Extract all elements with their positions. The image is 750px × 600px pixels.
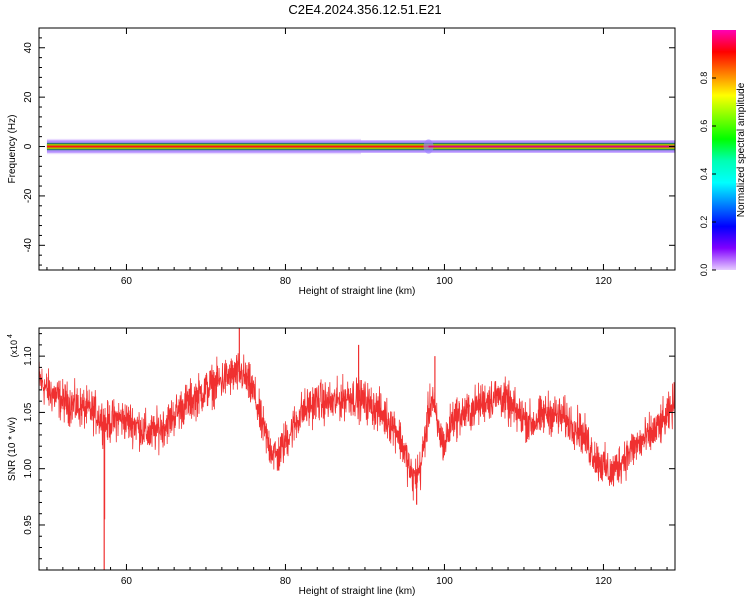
spectrogram-y-label: Frequency (Hz) (7, 115, 18, 184)
colorbar-ticks: 0.0 0.2 0.4 0.6 0.8 (699, 72, 716, 277)
snr-x-tick-label: 100 (436, 576, 453, 587)
snr-x-ticks: 60 80 100 120 (46, 328, 668, 587)
spectrogram-x-tick-label: 60 (121, 276, 133, 287)
spectrogram-x-label: Height of straight line (km) (299, 286, 416, 297)
colorbar-tick-label: 0.2 (699, 216, 709, 229)
snr-y-tick-label: 0.95 (23, 515, 34, 535)
colorbar-gradient (712, 30, 736, 270)
snr-x-tick-label: 60 (121, 576, 133, 587)
snr-panel: 60 80 100 120 0.95 1.00 1.05 1.10 Height of st… (7, 327, 676, 597)
spectral-band (46, 138, 675, 155)
spectrogram-y-ticks: -40 -20 0 20 40 (23, 37, 675, 266)
spectrogram-y-tick-label: -20 (23, 188, 34, 203)
snr-y-label: SNR (10 * v/v) (7, 417, 18, 481)
colorbar-tick-label: 0.4 (699, 168, 709, 181)
snr-y-tick-label: 1.10 (23, 346, 34, 366)
spectrogram-y-tick-label: 20 (23, 91, 34, 103)
snr-y-ticks: 0.95 1.00 1.05 1.10 (23, 333, 675, 560)
spectrogram-x-ticks: 60 80 100 120 (46, 28, 668, 287)
snr-series-line (39, 353, 675, 501)
snr-spikes (103, 328, 436, 570)
chart-title: C2E4.2024.356.12.51.E21 (288, 2, 441, 17)
band-core-right (428, 145, 675, 148)
snr-y-tick-label: 1.00 (23, 459, 34, 479)
colorbar-tick-label: 0.8 (699, 72, 709, 85)
snr-y-unit-exp: 4 (7, 334, 14, 338)
spectrogram-x-tick-label: 80 (280, 276, 292, 287)
spectrogram-y-tick-label: -40 (23, 238, 34, 253)
spectrogram-x-tick-label: 120 (595, 276, 612, 287)
spectrogram-y-tick-label: 40 (23, 42, 34, 54)
spectrogram-frame (38, 27, 676, 271)
snr-y-unit: (x10 4 (7, 334, 19, 358)
spectrogram-x-tick-label: 100 (436, 276, 453, 287)
spectrogram-y-tick-label: 0 (23, 143, 34, 149)
colorbar-label: Normalized spectral amplitude (736, 82, 747, 217)
snr-x-label: Height of straight line (km) (299, 586, 416, 597)
snr-plot-area (39, 328, 675, 570)
snr-x-tick-label: 120 (595, 576, 612, 587)
snr-frame (38, 327, 676, 571)
colorbar-tick-label: 0.6 (699, 120, 709, 133)
colorbar: 0.0 0.2 0.4 0.6 0.8 Normalized spectral ampl… (699, 30, 747, 276)
band-core (46, 145, 675, 148)
spectrogram-panel: 60 80 100 120 -40 -20 0 20 40 Height of straigh… (7, 27, 676, 297)
colorbar-tick-label: 0.0 (699, 264, 709, 277)
snr-x-tick-label: 80 (280, 576, 292, 587)
snr-y-tick-label: 1.05 (23, 402, 34, 422)
snr-y-unit-base: (x10 (9, 340, 19, 358)
